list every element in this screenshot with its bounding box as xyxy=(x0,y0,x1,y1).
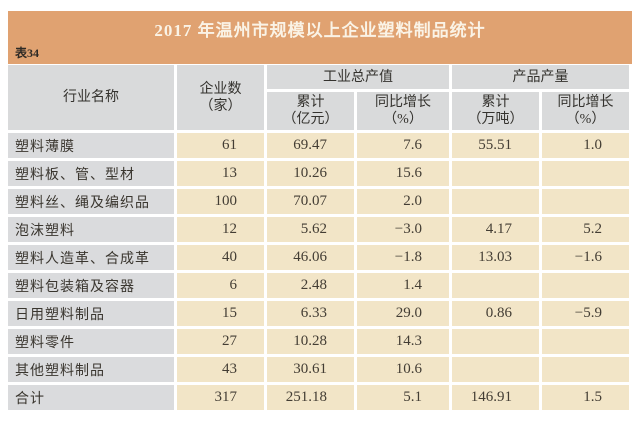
output-cumulative-cell: 251.18 xyxy=(267,385,354,410)
quantity-cumulative-cell xyxy=(452,161,539,186)
output-cumulative-cell: 6.33 xyxy=(267,301,354,326)
quantity-cumulative-cell xyxy=(452,273,539,298)
table-title: 2017 年温州市规模以上企业塑料制品统计 xyxy=(154,21,486,40)
table-row: 泡沫塑料 12 5.62 −3.0 4.17 5.2 xyxy=(8,217,629,242)
output-cumulative-cell: 10.26 xyxy=(267,161,354,186)
output-cumulative-cell: 70.07 xyxy=(267,189,354,214)
industry-name-cell: 塑料零件 xyxy=(8,329,174,354)
output-yoy-cell: 15.6 xyxy=(357,161,449,186)
output-yoy-cell: 14.3 xyxy=(357,329,449,354)
quantity-yoy-cell xyxy=(542,161,629,186)
output-yoy-cell: 7.6 xyxy=(357,133,449,158)
output-cumulative-cell: 69.47 xyxy=(267,133,354,158)
enterprise-count-cell: 100 xyxy=(177,189,264,214)
table-row: 塑料零件 27 10.28 14.3 xyxy=(8,329,629,354)
output-yoy-cell: 29.0 xyxy=(357,301,449,326)
quantity-yoy-cell xyxy=(542,329,629,354)
table-row: 日用塑料制品 15 6.33 29.0 0.86 −5.9 xyxy=(8,301,629,326)
enterprise-count-cell: 6 xyxy=(177,273,264,298)
quantity-yoy-cell xyxy=(542,357,629,382)
industry-name-cell: 塑料丝、绳及编织品 xyxy=(8,189,174,214)
enterprise-count-cell: 15 xyxy=(177,301,264,326)
enterprise-count-cell: 317 xyxy=(177,385,264,410)
table-title-banner: 2017 年温州市规模以上企业塑料制品统计 表34 xyxy=(8,11,632,64)
industry-name-cell: 塑料薄膜 xyxy=(8,133,174,158)
header-enterprise-count: 企业数 （家） xyxy=(177,65,264,130)
output-cumulative-cell: 5.62 xyxy=(267,217,354,242)
quantity-cumulative-cell: 55.51 xyxy=(452,133,539,158)
header-quantity-yoy-growth: 同比增长 （%） xyxy=(542,92,629,130)
table-row: 塑料包装箱及容器 6 2.48 1.4 xyxy=(8,273,629,298)
quantity-cumulative-cell: 13.03 xyxy=(452,245,539,270)
quantity-yoy-cell: 1.5 xyxy=(542,385,629,410)
industry-name-cell: 塑料板、管、型材 xyxy=(8,161,174,186)
enterprise-count-cell: 43 xyxy=(177,357,264,382)
header-group-product-quantity: 产品产量 xyxy=(452,65,629,89)
header-output-yoy-growth: 同比增长 （%） xyxy=(357,92,449,130)
enterprise-count-cell: 61 xyxy=(177,133,264,158)
output-yoy-cell: 5.1 xyxy=(357,385,449,410)
header-output-cumulative: 累计 （亿元） xyxy=(267,92,354,130)
quantity-cumulative-cell xyxy=(452,329,539,354)
quantity-yoy-cell: 1.0 xyxy=(542,133,629,158)
industry-name-cell: 塑料人造革、合成革 xyxy=(8,245,174,270)
output-cumulative-cell: 10.28 xyxy=(267,329,354,354)
enterprise-count-cell: 40 xyxy=(177,245,264,270)
quantity-yoy-cell: −5.9 xyxy=(542,301,629,326)
output-cumulative-cell: 30.61 xyxy=(267,357,354,382)
table-number-label: 表34 xyxy=(15,46,40,60)
industry-name-cell: 合计 xyxy=(8,385,174,410)
table-row: 塑料薄膜 61 69.47 7.6 55.51 1.0 xyxy=(8,133,629,158)
quantity-yoy-cell: 5.2 xyxy=(542,217,629,242)
output-cumulative-cell: 46.06 xyxy=(267,245,354,270)
enterprise-count-cell: 13 xyxy=(177,161,264,186)
industry-name-cell: 泡沫塑料 xyxy=(8,217,174,242)
header-group-industrial-output: 工业总产值 xyxy=(267,65,449,89)
header-industry-name: 行业名称 xyxy=(8,65,174,130)
output-yoy-cell: 1.4 xyxy=(357,273,449,298)
statistics-table: 行业名称 企业数 （家） 工业总产值 产品产量 累计 （亿元） 同比增长 （%）… xyxy=(5,62,632,413)
industry-name-cell: 日用塑料制品 xyxy=(8,301,174,326)
output-yoy-cell: 2.0 xyxy=(357,189,449,214)
enterprise-count-cell: 12 xyxy=(177,217,264,242)
output-yoy-cell: −3.0 xyxy=(357,217,449,242)
quantity-yoy-cell xyxy=(542,273,629,298)
quantity-yoy-cell: −1.6 xyxy=(542,245,629,270)
table-row: 塑料丝、绳及编织品 100 70.07 2.0 xyxy=(8,189,629,214)
header-quantity-cumulative: 累计 （万吨） xyxy=(452,92,539,130)
quantity-cumulative-cell xyxy=(452,357,539,382)
output-yoy-cell: −1.8 xyxy=(357,245,449,270)
industry-name-cell: 其他塑料制品 xyxy=(8,357,174,382)
industry-name-cell: 塑料包装箱及容器 xyxy=(8,273,174,298)
output-yoy-cell: 10.6 xyxy=(357,357,449,382)
table-row: 其他塑料制品 43 30.61 10.6 xyxy=(8,357,629,382)
quantity-cumulative-cell: 4.17 xyxy=(452,217,539,242)
table-row-total: 合计 317 251.18 5.1 146.91 1.5 xyxy=(8,385,629,410)
quantity-cumulative-cell: 146.91 xyxy=(452,385,539,410)
quantity-cumulative-cell xyxy=(452,189,539,214)
enterprise-count-cell: 27 xyxy=(177,329,264,354)
quantity-cumulative-cell: 0.86 xyxy=(452,301,539,326)
statistics-table-container: 行业名称 企业数 （家） 工业总产值 产品产量 累计 （亿元） 同比增长 （%）… xyxy=(5,62,632,413)
quantity-yoy-cell xyxy=(542,189,629,214)
output-cumulative-cell: 2.48 xyxy=(267,273,354,298)
table-row: 塑料人造革、合成革 40 46.06 −1.8 13.03 −1.6 xyxy=(8,245,629,270)
table-row: 塑料板、管、型材 13 10.26 15.6 xyxy=(8,161,629,186)
